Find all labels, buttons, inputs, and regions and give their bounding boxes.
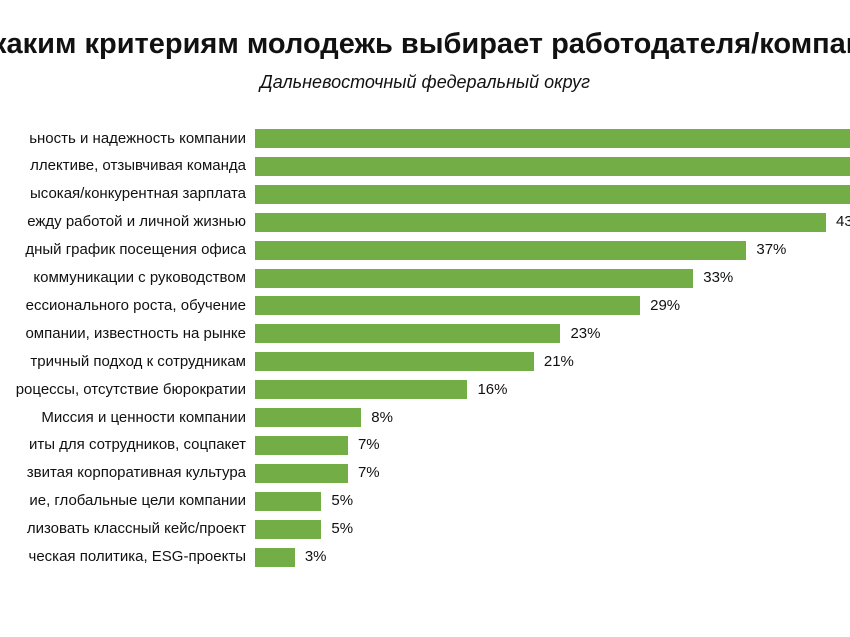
bar bbox=[255, 184, 850, 204]
value-label: 7% bbox=[357, 436, 380, 454]
category-label: тричный подход к сотрудникам bbox=[30, 352, 246, 370]
value-label: 33% bbox=[703, 269, 734, 286]
bar bbox=[255, 547, 295, 567]
bar bbox=[255, 380, 468, 400]
bar bbox=[255, 268, 694, 288]
bar bbox=[255, 212, 827, 232]
bar bbox=[255, 240, 747, 260]
value-label: 23% bbox=[570, 324, 601, 342]
bar bbox=[255, 463, 348, 483]
value-label: 5% bbox=[331, 520, 354, 538]
category-label: ческая политика, ESG-проекты bbox=[28, 548, 246, 565]
value-label: 7% bbox=[357, 464, 380, 482]
category-label: ессионального роста, обучение bbox=[25, 296, 246, 314]
category-label: ежду работой и личной жизнью bbox=[27, 213, 246, 231]
bar bbox=[255, 491, 322, 511]
category-label: коммуникации с руководством bbox=[33, 269, 246, 286]
value-label: 16% bbox=[477, 380, 508, 398]
category-label: дный график посещения офиса bbox=[25, 241, 246, 259]
value-label: 43% bbox=[836, 213, 850, 231]
category-label: звитая корпоративная культура bbox=[26, 464, 246, 482]
bar bbox=[255, 435, 348, 455]
chart-title-text: каким критериям молодежь выбирает работо… bbox=[0, 28, 850, 60]
category-label: роцессы, отсутствие бюрократии bbox=[15, 380, 246, 398]
bar bbox=[255, 408, 362, 427]
bar bbox=[255, 129, 850, 148]
value-label: 5% bbox=[331, 492, 354, 510]
category-label: лизовать классный кейс/проект bbox=[26, 520, 246, 538]
value-label: 37% bbox=[756, 241, 787, 259]
category-label: омпании, известность на рынке bbox=[25, 324, 246, 342]
value-label: 8% bbox=[371, 408, 393, 426]
category-label: ьность и надежность компании bbox=[29, 129, 246, 147]
value-label: 3% bbox=[304, 548, 327, 565]
category-label: ысокая/конкурентная зарплата bbox=[30, 185, 246, 203]
bar bbox=[255, 324, 561, 344]
bar bbox=[255, 156, 850, 176]
bar bbox=[255, 519, 322, 539]
value-label: 21% bbox=[543, 352, 574, 370]
category-label: иты для сотрудников, соцпакет bbox=[28, 436, 246, 454]
chart-subtitle: Дальневосточный федеральный округ bbox=[260, 72, 590, 92]
category-label: ие, глобальные цели компании bbox=[29, 492, 246, 510]
bar bbox=[255, 352, 534, 372]
value-label: 29% bbox=[650, 296, 681, 314]
category-label: Миссия и ценности компании bbox=[41, 408, 246, 426]
chart-title: каким критериям молодежь выбирает работо… bbox=[0, 28, 850, 68]
category-label: ллективе, отзывчивая команда bbox=[30, 157, 246, 175]
bar bbox=[255, 296, 641, 316]
